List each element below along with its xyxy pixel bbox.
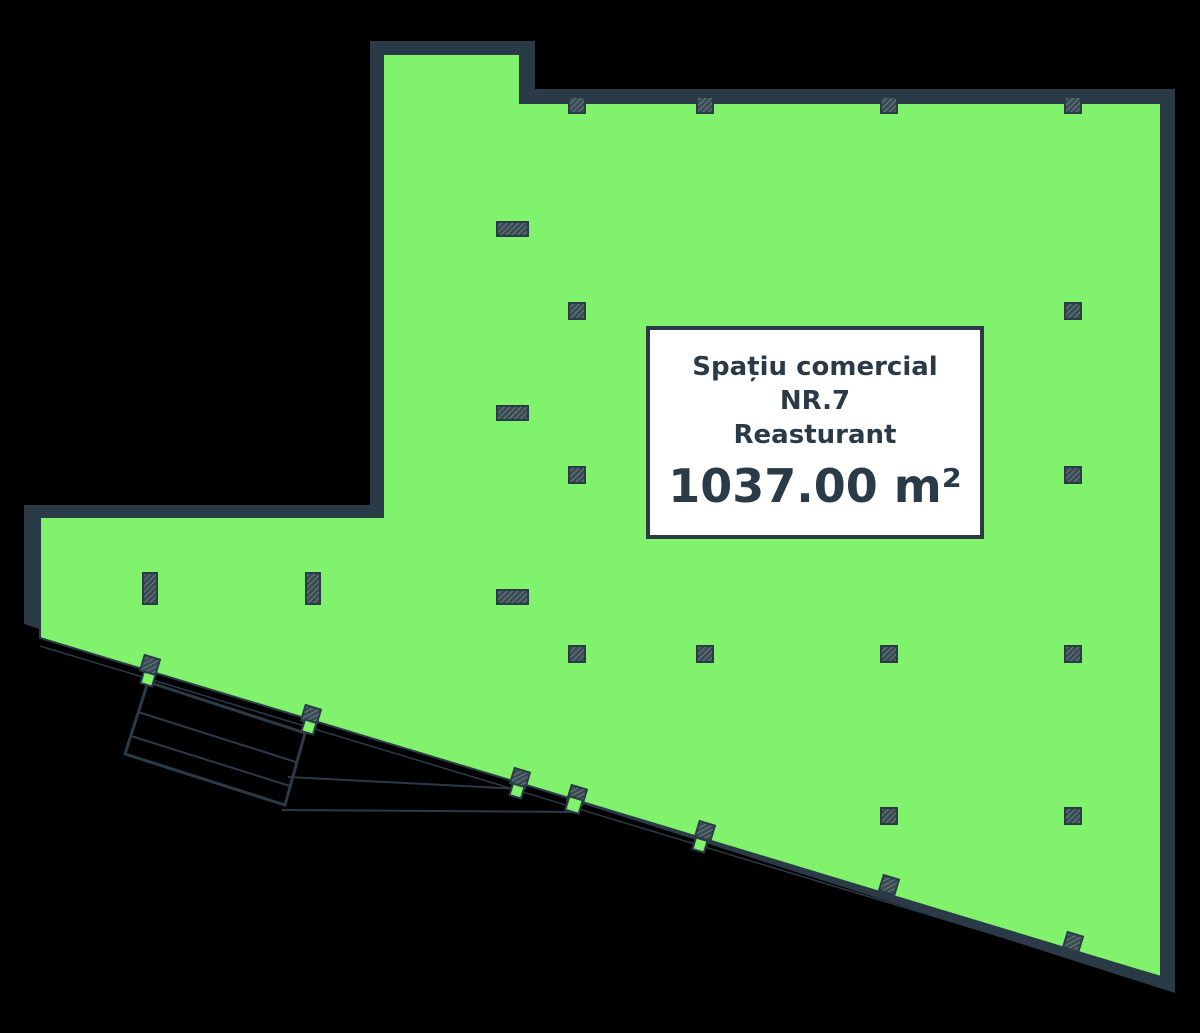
column-icon xyxy=(691,836,709,854)
column-icon xyxy=(880,807,898,825)
column-icon xyxy=(508,782,526,800)
column-icon xyxy=(300,718,318,736)
column-icon xyxy=(568,645,586,663)
column-icon xyxy=(880,96,898,114)
column-icon xyxy=(568,96,586,114)
column-icon xyxy=(1064,807,1082,825)
column-icon xyxy=(496,221,529,237)
column-icon xyxy=(564,795,584,815)
column-icon xyxy=(880,645,898,663)
unit-number-label: NR.7 xyxy=(779,386,851,416)
column-icon xyxy=(1064,96,1082,114)
inner-wall-line xyxy=(527,50,1169,985)
commercial-space-area[interactable] xyxy=(39,53,1162,979)
columns xyxy=(138,96,1085,954)
column-icon xyxy=(568,302,586,320)
unit-area-label: 1037.00 m² xyxy=(668,459,962,513)
column-icon xyxy=(1061,930,1085,954)
unit-type-label: Spațiu comercial xyxy=(692,352,938,382)
column-icon xyxy=(877,873,901,897)
column-icon xyxy=(1064,302,1082,320)
column-icon xyxy=(305,572,321,605)
unit-info-label[interactable]: Spațiu comercial NR.7 Reasturant 1037.00… xyxy=(646,326,984,539)
column-icon xyxy=(496,405,529,421)
column-icon xyxy=(139,670,157,688)
column-icon xyxy=(1064,466,1082,484)
column-icon xyxy=(696,96,714,114)
column-icon xyxy=(496,589,529,605)
unit-usage-label: Reasturant xyxy=(733,420,897,450)
column-icon xyxy=(568,466,586,484)
column-icon xyxy=(1064,645,1082,663)
column-icon xyxy=(696,645,714,663)
entrance-stair xyxy=(123,680,581,813)
column-icon xyxy=(142,572,158,605)
facade-glazing-line xyxy=(39,645,1162,986)
